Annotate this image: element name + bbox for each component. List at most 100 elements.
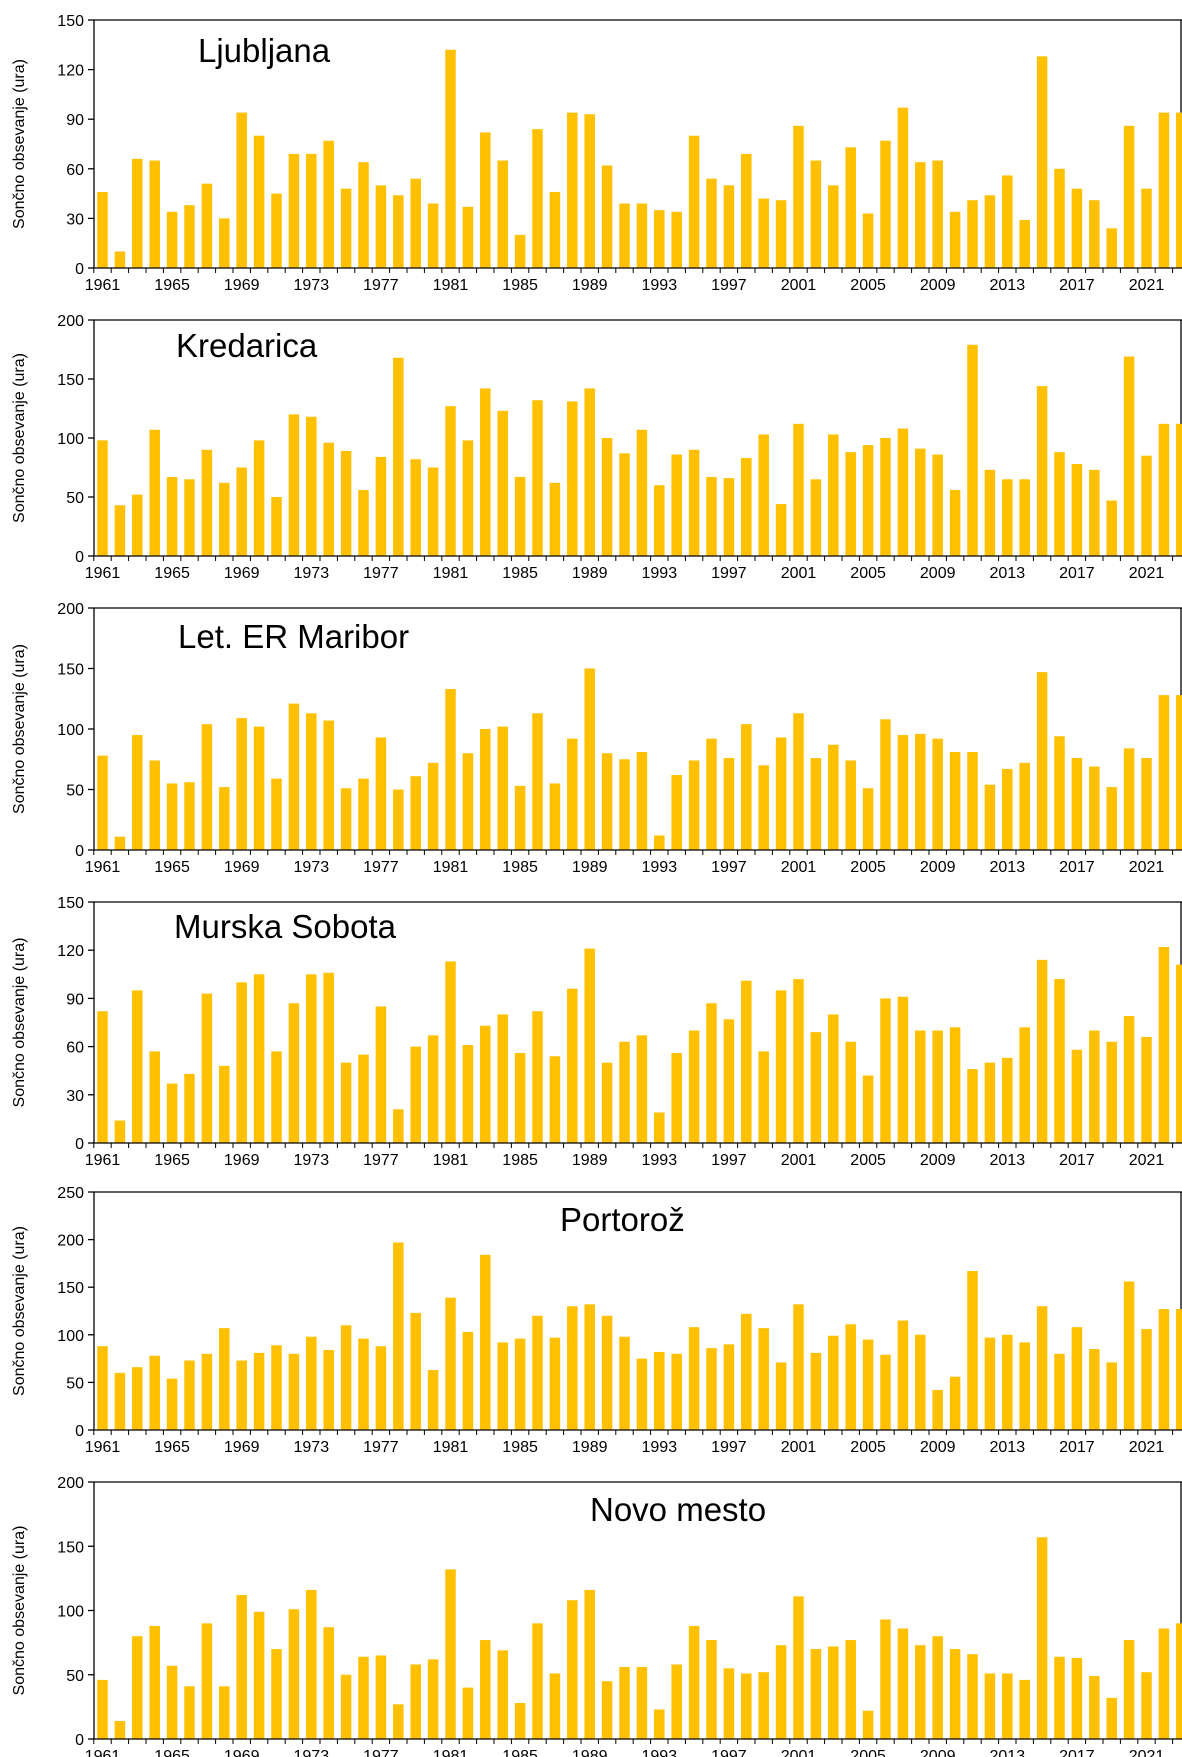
bar-2018: [1089, 1349, 1100, 1430]
y-axis-label: Sončno obsevanje (ura): [11, 1226, 28, 1396]
bar-1978: [393, 1704, 404, 1739]
bar-1999: [758, 434, 769, 556]
x-tick-label: 1977: [363, 565, 399, 582]
x-tick-label: 2001: [781, 565, 817, 582]
bar-2001: [793, 1596, 804, 1739]
bar-2002: [810, 160, 822, 268]
x-tick-label: 1965: [154, 565, 190, 582]
bar-2005: [862, 1339, 874, 1430]
bar-1969: [236, 112, 247, 268]
bar-2014: [1019, 1342, 1030, 1430]
bar-2004: [845, 452, 856, 556]
bar-2004: [845, 1640, 856, 1739]
bar-1984: [497, 726, 508, 850]
bar-2004: [845, 1324, 856, 1430]
x-tick-label: 1973: [294, 1439, 330, 1456]
bar-1962: [114, 836, 126, 850]
x-tick-label: 1969: [224, 565, 260, 582]
bar-1996: [706, 476, 717, 556]
bar-1998: [741, 724, 752, 850]
bar-1978: [393, 789, 404, 850]
bar-2010: [949, 1649, 961, 1739]
bar-1966: [184, 1360, 195, 1430]
y-tick-label: 150: [57, 13, 84, 30]
y-axis-label: Sončno obsevanje (ura): [11, 353, 28, 523]
bar-1984: [497, 1650, 508, 1739]
bar-1992: [636, 429, 648, 556]
bar-2023: [1176, 1309, 1182, 1430]
bar-2017: [1071, 758, 1083, 850]
x-tick-label: 1989: [572, 1152, 608, 1169]
x-tick-label: 1981: [433, 1152, 469, 1169]
bar-2019: [1106, 228, 1117, 268]
bar-2020: [1123, 1281, 1135, 1430]
bar-2005: [862, 788, 874, 850]
bar-2012: [984, 1337, 996, 1430]
bar-2013: [1002, 479, 1013, 556]
chart-title: Let. ER Maribor: [178, 618, 409, 655]
bar-2021: [1141, 188, 1152, 268]
y-tick-label: 200: [57, 313, 84, 330]
bar-1965: [166, 211, 178, 268]
y-tick-label: 0: [75, 261, 84, 278]
x-tick-label: 1989: [572, 277, 608, 294]
x-tick-label: 1965: [154, 1439, 190, 1456]
bar-2009: [932, 160, 943, 268]
bar-2014: [1019, 762, 1030, 850]
bar-1983: [480, 1640, 491, 1739]
x-tick-label: 2017: [1059, 1152, 1095, 1169]
bar-2020: [1123, 356, 1135, 556]
bar-1971: [271, 497, 282, 556]
bar-2009: [932, 1636, 943, 1739]
bar-2006: [880, 719, 891, 850]
bar-1987: [549, 191, 561, 268]
x-tick-label: 1969: [224, 1439, 260, 1456]
y-tick-label: 250: [57, 1185, 84, 1202]
x-tick-label: 2017: [1059, 277, 1095, 294]
bar-2022: [1158, 112, 1170, 268]
x-tick-label: 2001: [781, 1439, 817, 1456]
x-tick-label: 2021: [1129, 859, 1165, 876]
bar-1994: [671, 1353, 682, 1430]
x-tick-label: 1993: [642, 277, 678, 294]
bar-1974: [323, 442, 334, 556]
bar-1985: [514, 476, 526, 556]
bar-1968: [219, 1065, 230, 1143]
bar-1991: [619, 1667, 630, 1739]
bar-1996: [706, 178, 717, 268]
bar-2013: [1002, 768, 1013, 850]
bar-1995: [688, 1030, 700, 1143]
x-tick-label: 2001: [781, 277, 817, 294]
bar-1966: [184, 1686, 195, 1739]
y-tick-label: 200: [57, 601, 84, 618]
bar-2012: [984, 784, 996, 850]
bar-1976: [358, 1054, 369, 1143]
bar-1974: [323, 1350, 334, 1430]
bar-1991: [619, 759, 630, 850]
bar-2003: [828, 434, 839, 556]
x-tick-label: 1997: [711, 1748, 747, 1757]
bar-2008: [915, 1334, 926, 1430]
bar-1992: [636, 1035, 648, 1143]
x-tick-label: 2021: [1129, 1439, 1165, 1456]
bar-2019: [1106, 500, 1117, 556]
bar-1961: [97, 1346, 108, 1430]
bar-1978: [393, 1109, 404, 1143]
bar-2012: [984, 469, 996, 556]
bar-2018: [1089, 1676, 1100, 1739]
bar-1995: [688, 449, 700, 556]
x-tick-label: 1969: [224, 277, 260, 294]
bar-1983: [480, 1254, 491, 1430]
bar-2007: [897, 735, 909, 850]
bar-2002: [810, 479, 822, 556]
x-tick-label: 1973: [294, 859, 330, 876]
bar-1993: [654, 210, 665, 268]
bar-2020: [1123, 1016, 1135, 1143]
bar-1980: [427, 203, 439, 268]
bar-1976: [358, 778, 369, 850]
bar-1977: [375, 185, 387, 268]
bar-1964: [149, 429, 160, 556]
bar-1974: [323, 720, 334, 850]
bar-1969: [236, 1595, 247, 1739]
